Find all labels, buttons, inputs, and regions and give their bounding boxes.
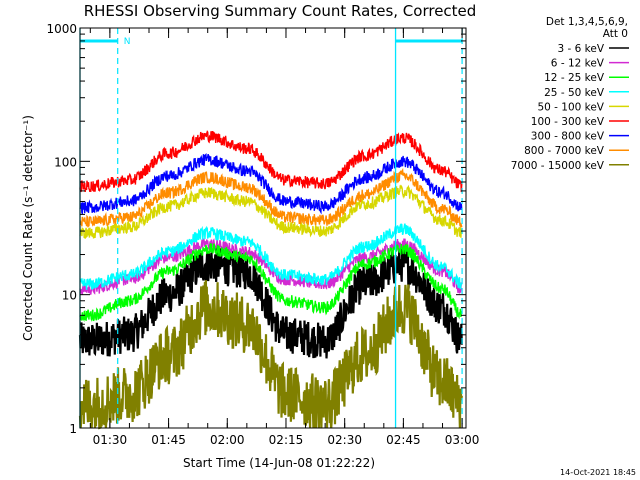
x-tick-label-1: 01:30 [93,433,128,447]
series-line-4 [79,222,463,291]
series-line-1 [78,246,463,359]
generation-timestamp: 14-Oct-2021 18:45 [560,468,636,477]
legend-label-8: 800 - 7000 keV [524,145,605,157]
plot-area [78,130,463,430]
y-axis-label: Corrected Count Rate (s⁻¹ detector⁻¹) [21,115,35,341]
x-tick-label-3: 02:00 [210,433,245,447]
series-line-3 [79,243,463,323]
night-label: N [124,37,131,47]
y-tick-label-1: 1 [69,422,77,436]
axes: 1 10 100 1000 01:30 01:45 02:00 02:15 02:30 02:45… [46,22,479,447]
legend-label-5: 50 - 100 keV [537,101,604,113]
x-tick-label-4: 02:15 [269,433,304,447]
chart-title: RHESSI Observing Summary Count Rates, Co… [84,2,477,20]
x-axis-label: Start Time (14-Jun-08 01:22:22) [183,456,375,470]
y-tick-label-3: 100 [54,155,77,169]
legend-label-7: 300 - 800 keV [531,131,605,143]
x-tick-label-2: 01:45 [151,433,186,447]
series-line-6 [79,130,463,193]
axes-frame [79,27,467,429]
series-line-8 [79,167,463,228]
x-tick-label-7: 03:00 [445,433,480,447]
y-tick-label-4: 1000 [46,22,77,36]
series-line-9 [78,280,463,430]
legend-header-line-2: Att 0 [603,28,628,40]
x-tick-label-5: 02:30 [327,433,362,447]
legend-label-4: 25 - 50 keV [544,87,605,99]
series-line-5 [79,184,463,239]
legend-header-line-1: Det 1,3,4,5,6,9, [546,16,628,28]
series-line-7 [79,153,463,215]
legend: Det 1,3,4,5,6,9, Att 0 3 - 6 keV 6 - 12 k… [511,16,629,172]
legend-label-9: 7000 - 15000 keV [511,160,605,172]
x-tick-label-6: 02:45 [386,433,421,447]
legend-label-3: 12 - 25 keV [544,72,605,84]
y-tick-label-2: 10 [62,289,77,303]
legend-label-1: 3 - 6 keV [557,43,604,55]
legend-label-6: 100 - 300 keV [531,116,605,128]
legend-label-2: 6 - 12 keV [551,58,605,70]
